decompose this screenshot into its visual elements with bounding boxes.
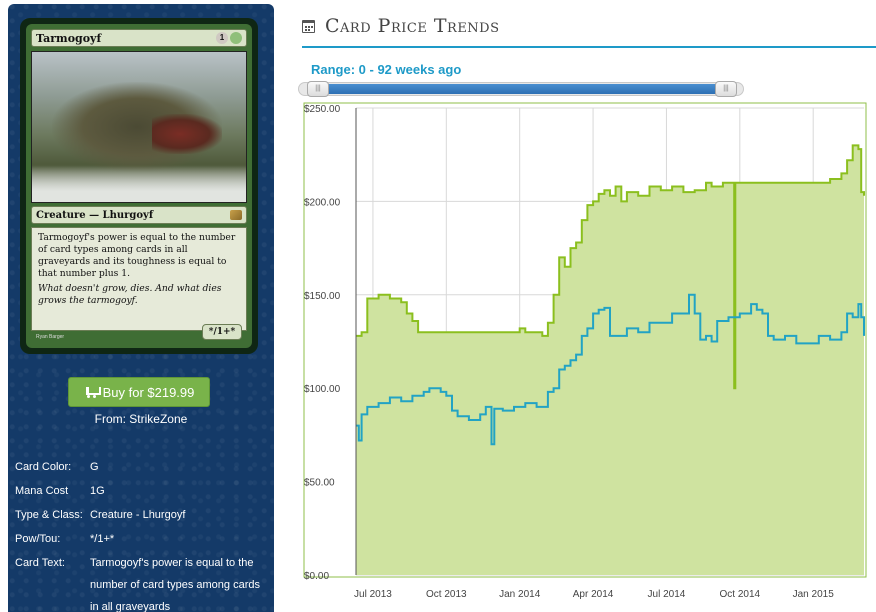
x-axis-ticks: Jul 2013 Oct 2013 Jan 2014 Apr 2014 Jul 2014…	[354, 589, 834, 600]
high-price-line	[356, 144, 865, 390]
card-image: Tarmogoyf 1 Creature — Lhurgoyf Tarmogoy…	[20, 18, 258, 354]
info-value: 1G	[90, 485, 105, 497]
info-row-pow-tou: Pow/Tou: */1+*	[15, 528, 270, 552]
card-title-bar: Tarmogoyf 1	[31, 29, 247, 47]
info-label: Type & Class:	[15, 509, 83, 521]
y-axis-ticks: $0.00 $50.00 $100.00 $150.00 $200.00 $250.00	[304, 104, 341, 582]
card-frame: Tarmogoyf 1 Creature — Lhurgoyf Tarmogoy…	[26, 24, 252, 348]
card-flavor-text: What doesn't grow, dies. And what dies g…	[38, 283, 222, 306]
info-row-mana-cost: Mana Cost 1G	[15, 480, 270, 504]
y-tick-label: $250.00	[304, 104, 341, 115]
y-tick-label: $200.00	[304, 197, 341, 208]
artwork-creature-mouth	[152, 114, 222, 154]
info-label: Mana Cost	[15, 485, 69, 497]
card-text-box: Tarmogoyf's power is equal to the number…	[31, 227, 247, 331]
info-row-type: Type & Class: Creature - Lhurgoyf	[15, 504, 270, 528]
card-rules-text: Tarmogoyf's power is equal to the number…	[38, 232, 236, 279]
info-value: */1+*	[90, 533, 115, 545]
x-tick-label: Jan 2014	[499, 589, 541, 600]
card-artwork	[31, 51, 247, 203]
info-value: Tarmogoyf's power is equal to the number…	[90, 557, 260, 612]
range-slider[interactable]: ||| |||	[298, 81, 744, 97]
range-slider-fill	[318, 84, 726, 94]
price-trend-chart: $0.00$50.00$100.00$150.00$200.00$250.00 …	[303, 102, 867, 600]
buy-source: From: StrikeZone	[94, 412, 188, 426]
x-tick-label: Jul 2013	[354, 589, 392, 600]
x-tick-label: Oct 2014	[720, 589, 761, 600]
x-tick-label: Jul 2014	[648, 589, 686, 600]
mana-cost-symbols: 1	[216, 32, 242, 44]
shopping-cart-icon	[84, 386, 101, 398]
info-label: Card Color:	[15, 461, 72, 473]
x-tick-label: Oct 2013	[426, 589, 467, 600]
x-tick-label: Jan 2015	[793, 589, 835, 600]
y-tick-label: $150.00	[304, 291, 341, 302]
info-row-color: Card Color: G	[15, 456, 270, 480]
info-value: Creature - Lhurgoyf	[90, 509, 186, 521]
mana-green-icon	[230, 32, 242, 44]
mana-generic-icon: 1	[216, 32, 228, 44]
y-tick-label: $100.00	[304, 384, 341, 395]
card-info-list: Card Color: G Mana Cost 1G Type & Class:…	[15, 456, 270, 612]
high-price-area	[356, 145, 864, 575]
card-type-line: Creature — Lhurgoyf	[36, 209, 154, 221]
calendar-icon	[302, 19, 315, 33]
range-handle-end[interactable]: |||	[715, 81, 737, 97]
card-power-toughness: */1+*	[202, 324, 242, 340]
info-row-card-text: Card Text: Tarmogoyf's power is equal to…	[15, 552, 270, 612]
y-tick-label: $50.00	[304, 478, 335, 489]
card-type-bar: Creature — Lhurgoyf	[31, 206, 247, 224]
info-value: G	[90, 461, 99, 473]
y-tick-label: $0.00	[304, 571, 329, 582]
section-header: Card Price Trends	[302, 14, 500, 38]
range-handle-start[interactable]: |||	[307, 81, 329, 97]
artwork-snow	[32, 166, 246, 202]
chart-series	[355, 108, 865, 575]
buy-button[interactable]: Buy for $219.99	[68, 377, 210, 407]
card-artist: Ryan Barger	[36, 334, 65, 340]
card-name: Tarmogoyf	[36, 31, 102, 45]
low-price-line	[356, 293, 865, 446]
info-label: Card Text:	[15, 557, 65, 569]
range-label: Range: 0 - 92 weeks ago	[311, 62, 462, 77]
buy-button-label: Buy for $219.99	[102, 384, 195, 400]
info-label: Pow/Tou:	[15, 533, 61, 545]
header-divider	[302, 46, 876, 48]
x-tick-label: Apr 2014	[573, 589, 614, 600]
section-title: Card Price Trends	[325, 15, 500, 37]
card-sidebar: Tarmogoyf 1 Creature — Lhurgoyf Tarmogoy…	[8, 4, 274, 612]
set-symbol-icon	[230, 210, 242, 220]
